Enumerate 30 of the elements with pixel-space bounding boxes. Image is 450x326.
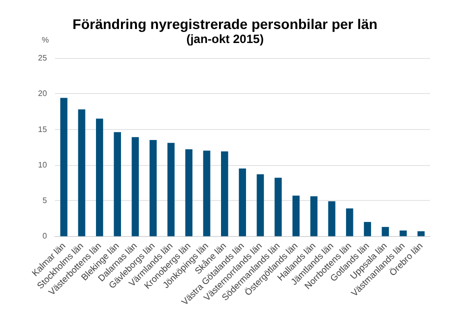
- y-tick-label: 5: [42, 196, 48, 206]
- bar: [364, 222, 372, 236]
- bar: [274, 178, 282, 236]
- bar: [346, 208, 354, 236]
- bar: [400, 230, 407, 236]
- bar: [417, 231, 425, 236]
- bar: [78, 109, 86, 236]
- bar: [60, 98, 68, 236]
- bar: [382, 226, 389, 236]
- bar: [185, 149, 192, 236]
- y-axis-title: %: [42, 36, 49, 44]
- y-tick-label: 15: [38, 124, 48, 134]
- bar: [238, 168, 246, 236]
- y-tick-label: 0: [42, 232, 48, 241]
- y-tick-label: 10: [38, 160, 48, 170]
- y-tick-label: 25: [38, 54, 48, 62]
- bar: [167, 142, 175, 236]
- bar: [96, 118, 104, 236]
- bar: [221, 151, 228, 236]
- chart-subtitle: (jan-okt 2015): [186, 32, 264, 46]
- y-tick-label: 20: [38, 89, 48, 98]
- bar: [114, 132, 121, 236]
- bar: [132, 137, 139, 236]
- bar: [328, 201, 336, 236]
- bar: [203, 150, 210, 236]
- bar: [256, 174, 264, 236]
- bar: [292, 196, 300, 236]
- bar: [150, 140, 157, 236]
- chart-title: Förändring nyregistrerade personbilar per län: [72, 16, 378, 32]
- bar: [310, 196, 318, 236]
